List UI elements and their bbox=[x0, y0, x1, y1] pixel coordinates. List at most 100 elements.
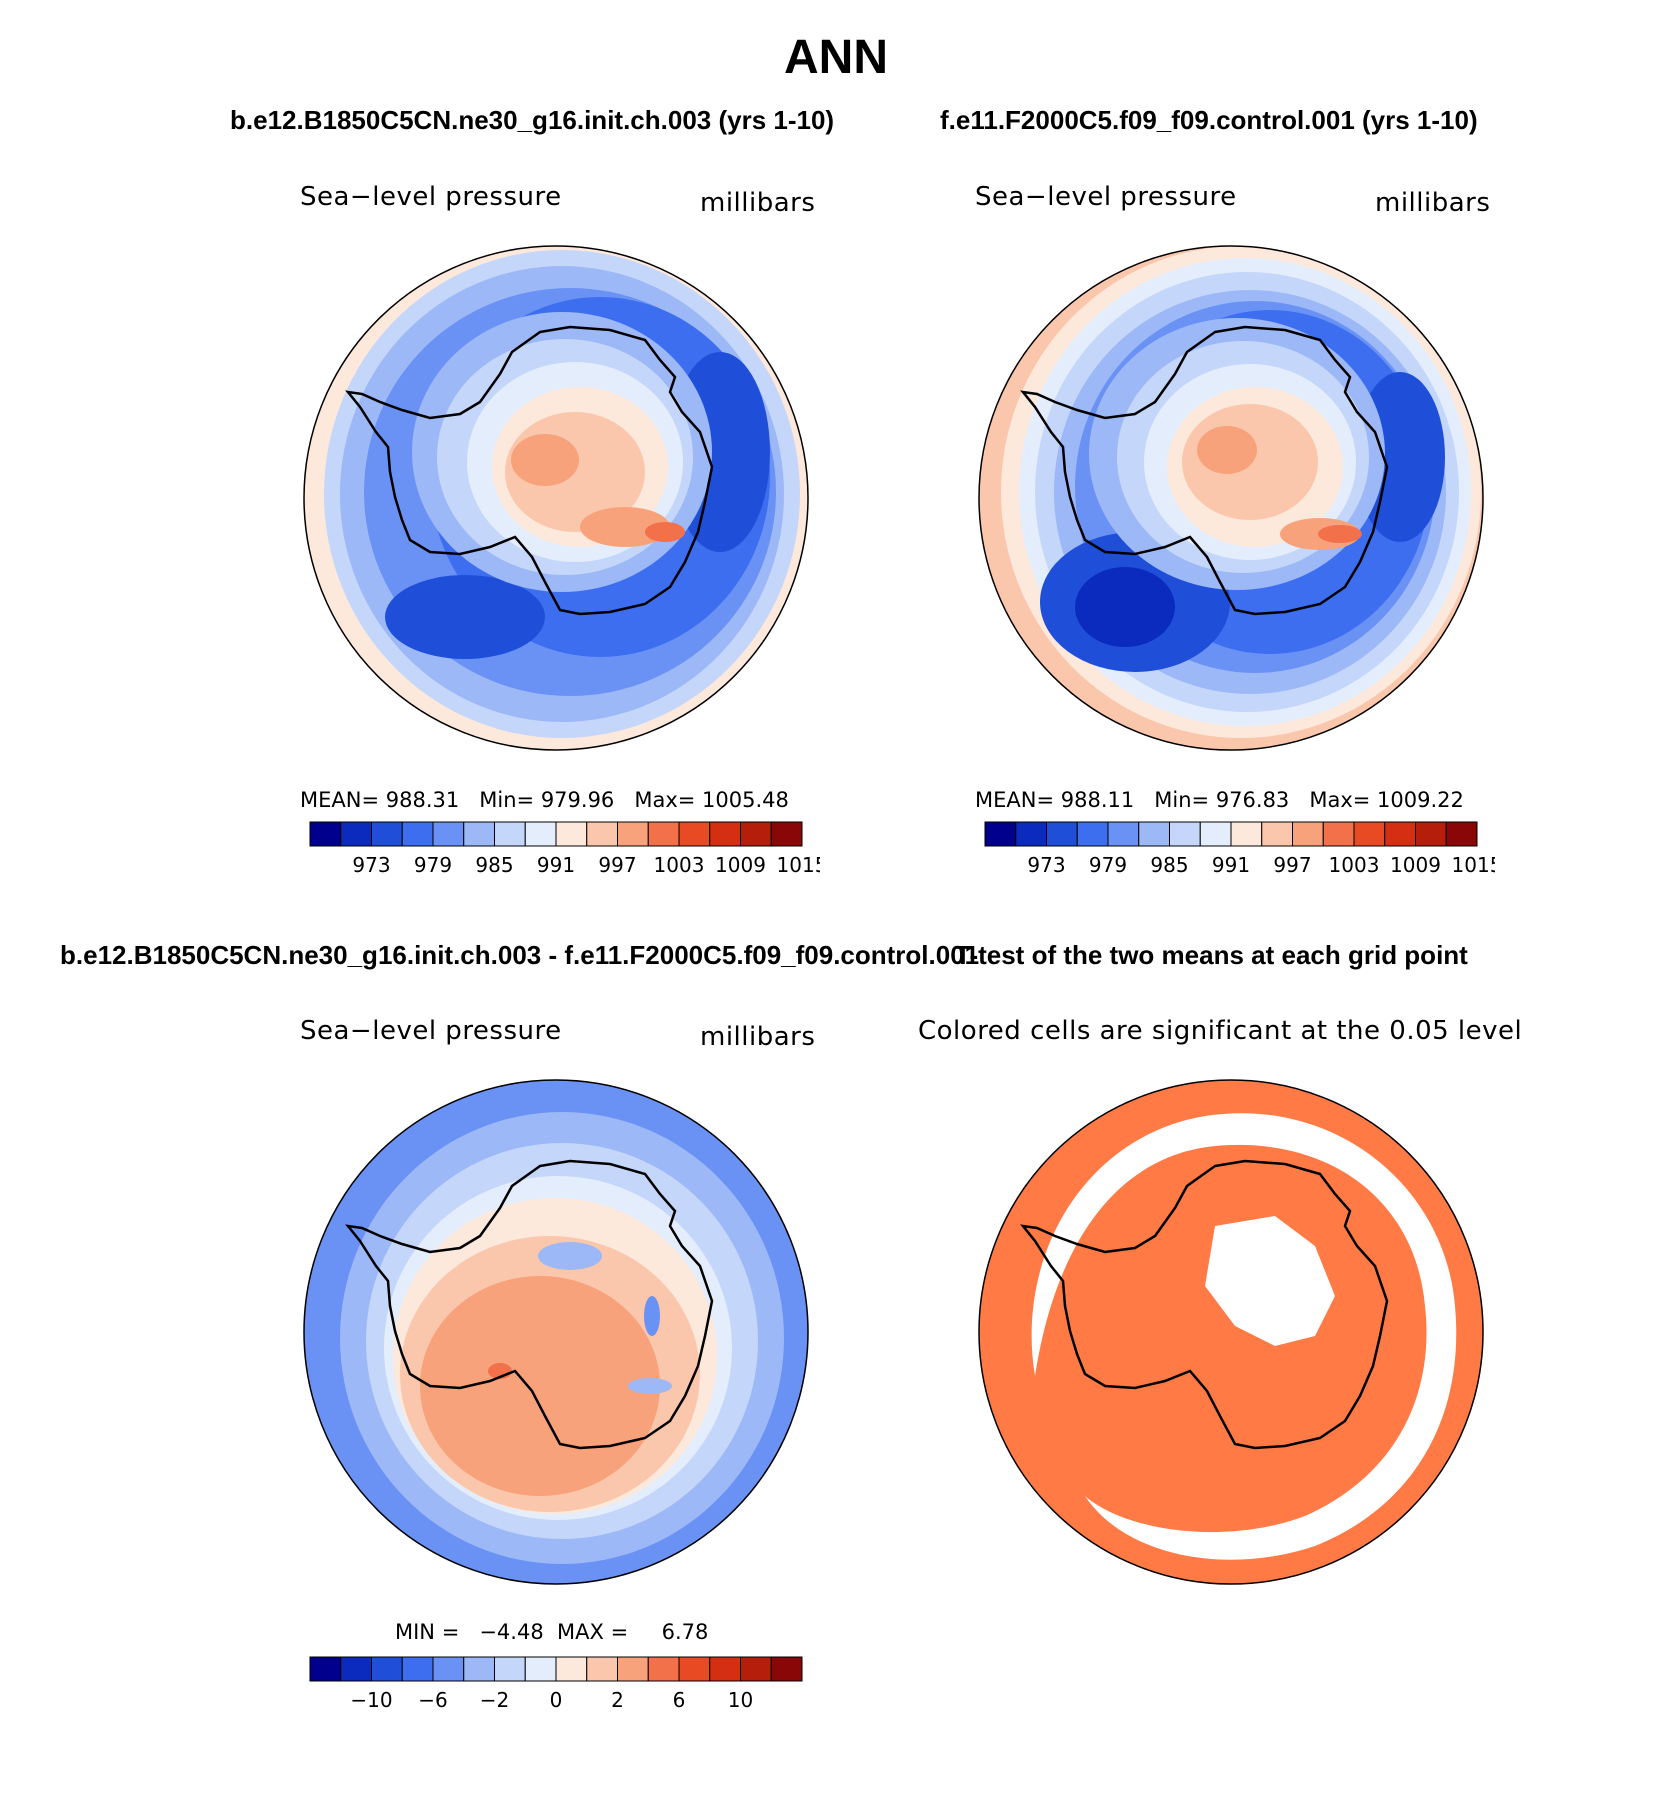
colorbar-swatch bbox=[647, 1656, 680, 1682]
contour-band-4 bbox=[420, 1276, 660, 1496]
variable-label-top-left: Sea−level pressure bbox=[300, 182, 562, 212]
colorbar-swatch bbox=[524, 821, 557, 847]
colorbar-swatch bbox=[617, 1656, 649, 1682]
contour-low-weddell bbox=[385, 575, 545, 659]
colorbar-swatch bbox=[647, 821, 680, 847]
colorbar-bottom-left: −10 −6 −2 0 2 6 10 bbox=[309, 1656, 803, 1712]
colorbar-swatch bbox=[1261, 821, 1293, 847]
map-boundary bbox=[978, 245, 1484, 751]
colorbar-swatch bbox=[678, 1656, 711, 1682]
colorbar-swatch bbox=[494, 1656, 526, 1682]
colorbar-swatch bbox=[1046, 821, 1078, 847]
colorbar-swatch bbox=[371, 1656, 403, 1682]
max-value: 6.78 bbox=[661, 1620, 709, 1644]
mean-label: MEAN= bbox=[975, 788, 1055, 812]
colorbar-swatch bbox=[463, 821, 495, 847]
colorbar-swatches bbox=[309, 821, 803, 847]
map-boundary bbox=[303, 245, 809, 751]
colorbar-swatches bbox=[309, 1656, 803, 1682]
colorbar-tick-label: 0 bbox=[550, 1688, 563, 1712]
colorbar-swatch bbox=[586, 821, 618, 847]
colorbar-swatch bbox=[984, 821, 1017, 847]
main-title: ANN bbox=[784, 31, 888, 84]
colorbar-swatch bbox=[1138, 821, 1170, 847]
subtitle-bottom-right: Colored cells are significant at the 0.0… bbox=[918, 1016, 1523, 1046]
stats-top-right: MEAN= 988.11 Min= 976.83 Max= 1009.22 bbox=[975, 788, 1464, 812]
colorbar-swatch bbox=[709, 821, 741, 847]
colorbar-tick-label: 997 bbox=[1273, 853, 1311, 877]
case-title-bottom-right: T-test of the two means at each grid poi… bbox=[955, 940, 1468, 970]
colorbar-swatch bbox=[617, 821, 649, 847]
colorbar-swatch bbox=[463, 1656, 495, 1682]
colorbar-tick-label: −6 bbox=[418, 1688, 447, 1712]
min-value: −4.48 bbox=[479, 1620, 544, 1644]
min-label: Min= bbox=[479, 788, 535, 812]
min-value: 976.83 bbox=[1215, 788, 1290, 812]
map-boundary bbox=[978, 1079, 1484, 1585]
mean-value: 988.31 bbox=[385, 788, 460, 812]
colorbar-swatch bbox=[1230, 821, 1263, 847]
colorbar-swatch bbox=[1107, 821, 1140, 847]
mean-value: 988.11 bbox=[1060, 788, 1135, 812]
max-label: Max= bbox=[634, 788, 696, 812]
colorbar-tick-label: 1009 bbox=[1390, 853, 1441, 877]
max-label: Max= bbox=[1309, 788, 1371, 812]
antarctica-coastline bbox=[345, 1159, 714, 1450]
map-bottom-right bbox=[978, 1079, 1484, 1585]
colorbar-swatch bbox=[678, 821, 711, 847]
colorbar-swatch bbox=[1445, 821, 1478, 847]
colorbar-tick-label: 991 bbox=[537, 853, 575, 877]
case-title-top-left: b.e12.B1850C5CN.ne30_g16.init.ch.003 (yr… bbox=[230, 105, 835, 135]
contour-band-1006 bbox=[645, 522, 685, 542]
colorbar-swatch bbox=[586, 1656, 618, 1682]
colorbar-swatch bbox=[555, 821, 588, 847]
map-bottom-left bbox=[303, 1079, 809, 1585]
colorbar-swatch bbox=[1015, 821, 1047, 847]
colorbar-swatch bbox=[371, 821, 403, 847]
colorbar-swatch bbox=[1292, 821, 1324, 847]
antarctica-coastline bbox=[1020, 325, 1389, 616]
colorbar-tick-label: 10 bbox=[728, 1688, 753, 1712]
colorbar-tick-label: 979 bbox=[1089, 853, 1127, 877]
colorbar-swatch bbox=[309, 1656, 342, 1682]
antarctica-coastline bbox=[345, 325, 714, 616]
colorbar-swatch bbox=[1169, 821, 1201, 847]
contour-band-1006 bbox=[1318, 525, 1362, 543]
max-value: 1009.22 bbox=[1377, 788, 1464, 812]
colorbar-tick-label: 973 bbox=[1027, 853, 1065, 877]
variable-label-bottom-left: Sea−level pressure bbox=[300, 1016, 562, 1046]
colorbar-tick-label: 1003 bbox=[1329, 853, 1380, 877]
colorbar-top-left: 973 979 985 991 997 1003 1009 1015 bbox=[309, 821, 820, 877]
colorbar-swatch bbox=[340, 821, 372, 847]
colorbar-tick-label: −10 bbox=[350, 1688, 392, 1712]
map-top-right bbox=[978, 245, 1484, 751]
colorbar-swatch bbox=[740, 1656, 772, 1682]
max-label: MAX = bbox=[557, 1620, 629, 1644]
colorbar-swatch bbox=[432, 821, 465, 847]
min-label: MIN = bbox=[395, 1620, 460, 1644]
case-title-bottom-left: b.e12.B1850C5CN.ne30_g16.init.ch.003 - f… bbox=[60, 940, 980, 970]
case-title-top-right: f.e11.F2000C5.f09_f09.control.001 (yrs 1… bbox=[940, 105, 1478, 135]
colorbar-tick-label: 991 bbox=[1212, 853, 1250, 877]
colorbar-swatch bbox=[401, 821, 434, 847]
colorbar-tick-label: 979 bbox=[414, 853, 452, 877]
colorbar-swatch bbox=[1353, 821, 1386, 847]
colorbar-swatch bbox=[309, 821, 342, 847]
colorbar-swatch bbox=[1076, 821, 1109, 847]
contour-patch-neg bbox=[538, 1242, 602, 1270]
colorbar-labels: 973 979 985 991 997 1003 1009 1015 bbox=[352, 853, 820, 877]
colorbar-swatches bbox=[984, 821, 1478, 847]
colorbar-swatch bbox=[770, 1656, 803, 1682]
contour-patch-neg-2 bbox=[644, 1296, 660, 1336]
colorbar-swatch bbox=[1415, 821, 1447, 847]
colorbar-swatch bbox=[340, 1656, 372, 1682]
colorbar-tick-label: 973 bbox=[352, 853, 390, 877]
units-label-bottom-left: millibars bbox=[700, 1022, 816, 1052]
colorbar-swatch bbox=[432, 1656, 465, 1682]
colorbar-tick-label: 1003 bbox=[654, 853, 705, 877]
colorbar-tick-label: −2 bbox=[480, 1688, 509, 1712]
contour-patch-pos bbox=[628, 1378, 672, 1394]
colorbar-tick-label: 1015 bbox=[1452, 853, 1495, 877]
colorbar-swatch bbox=[1199, 821, 1232, 847]
max-value: 1005.48 bbox=[702, 788, 789, 812]
